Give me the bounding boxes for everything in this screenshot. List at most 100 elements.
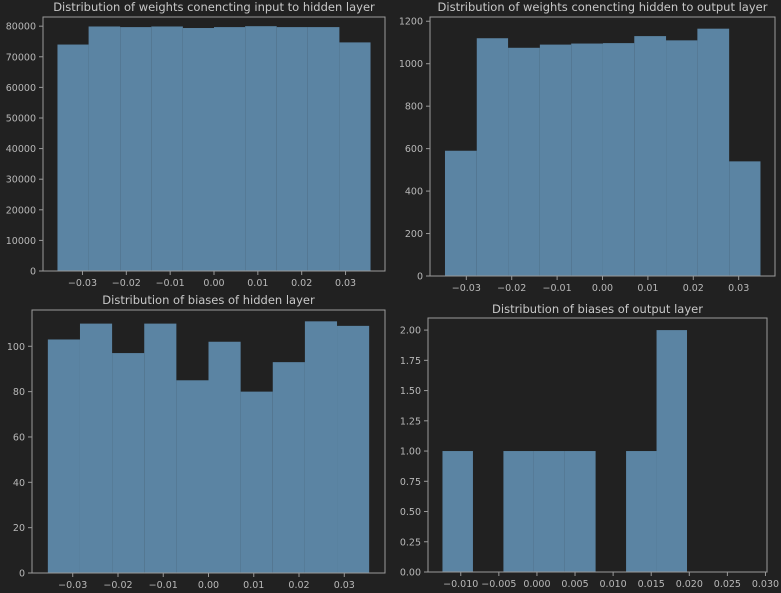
chart-title: Distribution of weights conencting input… [53,0,375,14]
x-tick-label: 0.00 [203,278,224,289]
x-tick-label: 0.01 [637,283,658,294]
histogram-bar [444,150,477,276]
y-tick-label: 0.00 [400,568,421,579]
x-tick-label: 0.01 [247,278,268,289]
x-tick-label: 0.030 [752,579,779,590]
histogram-bar [307,27,340,271]
histogram-bar [176,380,209,573]
x-tick-label: −0.03 [58,580,87,591]
x-tick-label: 0.010 [600,579,627,590]
y-tick-label: 0 [417,272,423,283]
x-tick-label: 0.005 [561,579,588,590]
y-tick-label: 1.75 [400,356,421,367]
x-tick-label: 0.02 [683,283,704,294]
x-tick-label: 0.015 [638,579,665,590]
histogram-bar [208,341,241,573]
y-tick-label: 2.00 [400,326,421,337]
y-tick-label: 0 [19,569,25,580]
x-tick-label: −0.02 [112,278,141,289]
x-tick-label: 0.02 [291,278,312,289]
chart-title: Distribution of biases of output layer [492,302,703,316]
y-tick-label: 1.50 [400,386,421,397]
panel-hidden-biases: −0.03 −0.02 −0.01 0.00 0.01 0.02 0.03 0 20 40 60 80… [7,293,386,591]
x-tick-label: −0.005 [481,579,516,590]
histogram-bar [729,161,761,276]
histogram-bar [57,44,89,271]
y-tick-label: 1.25 [400,416,421,427]
y-tick-label: 200 [405,229,423,240]
histogram-bar [151,26,183,271]
panel-input-hidden-weights: −0.03 −0.02 −0.01 0.00 0.01 0.02 0.03 0 10000 200… [6,0,386,289]
histogram-bar [626,451,657,572]
y-tick-label: 0.50 [400,507,421,518]
histogram-bar [120,27,152,271]
histogram-bar [304,321,338,573]
y-tick-label: 0 [30,267,36,278]
x-tick-label: −0.01 [156,278,185,289]
y-tick-label: 40 [13,478,25,489]
histogram-bar [571,43,603,277]
x-tick-label: 0.02 [288,580,309,591]
y-tick-label: 80 [13,387,25,398]
x-tick-label: 0.03 [728,283,749,294]
histogram-bar [476,38,509,276]
y-tick-label: 0.75 [400,477,421,488]
y-tick-label: 10000 [6,236,36,247]
y-tick-label: 50000 [6,113,36,124]
y-tick-label: 20000 [6,205,36,216]
x-tick-label: 0.000 [523,579,550,590]
histogram-bar [564,451,596,572]
histogram-bar [88,26,121,271]
axes-frame [427,317,768,573]
histogram-bar [337,325,370,573]
histogram-bar [79,323,113,573]
y-tick-label: 100 [7,342,25,353]
x-tick-label: −0.03 [68,278,97,289]
x-tick-label: −0.02 [103,580,132,591]
y-tick-label: 1000 [399,59,423,70]
histogram-bar [47,339,80,573]
x-tick-label: −0.01 [543,283,572,294]
histogram-bar [666,40,698,276]
histogram-bar [508,47,540,276]
x-tick-label: −0.03 [452,283,481,294]
x-tick-label: 0.025 [714,579,741,590]
y-tick-label: 20 [13,523,25,534]
y-tick-label: 0.25 [400,537,421,548]
histogram-bar [182,28,214,272]
y-tick-label: 30000 [6,175,36,186]
y-tick-label: 400 [405,187,423,198]
y-tick-label: 60000 [6,83,36,94]
x-tick-label: 0.03 [334,580,355,591]
y-tick-label: 800 [405,102,423,113]
y-tick-label: 40000 [6,144,36,155]
x-tick-label: 0.00 [592,283,613,294]
histogram-bar [602,43,635,277]
histogram-bar [240,391,273,573]
y-tick-label: 80000 [6,22,36,33]
x-tick-label: 0.020 [676,579,703,590]
histogram-bar [539,44,572,277]
x-tick-label: 0.03 [335,278,356,289]
histogram-bar [656,330,688,572]
x-tick-label: −0.02 [497,283,526,294]
histogram-bar [214,27,246,271]
histogram-bar [112,353,145,573]
x-tick-label: 0.00 [198,580,219,591]
y-tick-label: 1.00 [400,447,421,458]
panel-hidden-output-weights: −0.03 −0.02 −0.01 0.00 0.01 0.02 0.03 0 200 400 60… [399,0,776,294]
x-tick-label: −0.010 [443,579,478,590]
x-tick-label: 0.01 [243,580,264,591]
histogram-bar [503,451,534,572]
histogram-bar [276,27,308,271]
histogram-bar [697,28,730,277]
histogram-bar [634,36,667,277]
histogram-bar [272,362,305,573]
y-tick-label: 600 [405,144,423,155]
y-tick-label: 1200 [399,17,423,28]
histogram-bar [339,42,371,272]
histogram-bar [245,26,277,271]
chart-title: Distribution of biases of hidden layer [102,293,315,307]
histogram-bar [144,323,177,573]
